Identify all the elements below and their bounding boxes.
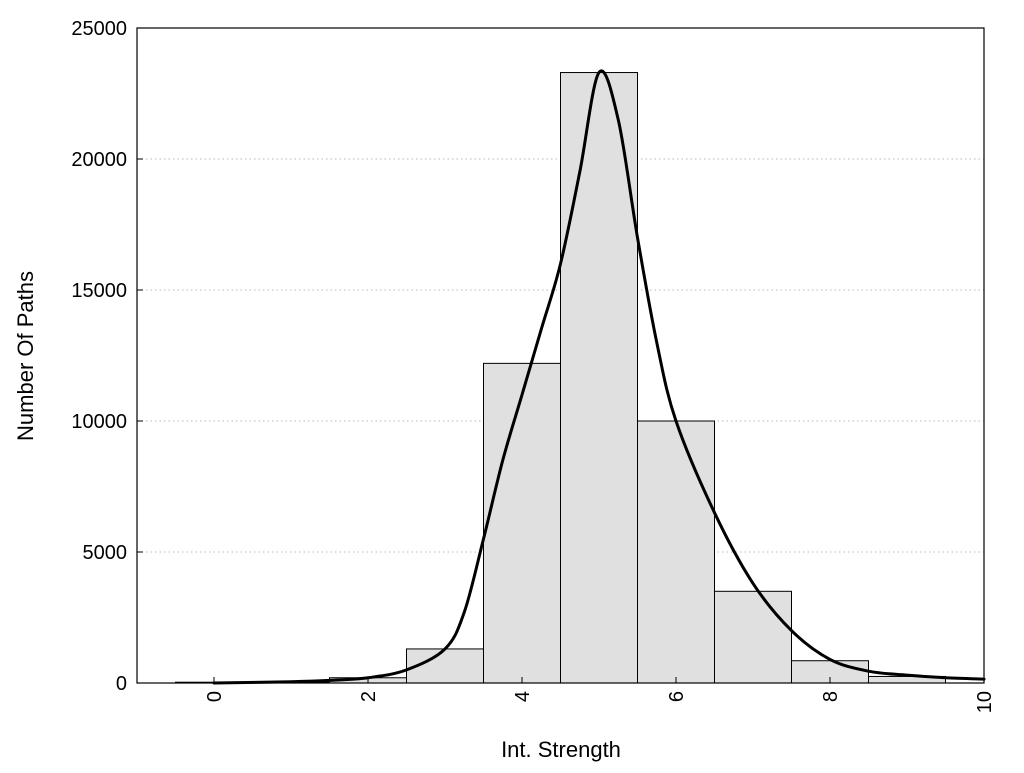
x-tick-label: 4 xyxy=(512,691,534,702)
y-axis-title: Number Of Paths xyxy=(13,271,38,441)
y-tick-label: 15000 xyxy=(71,280,127,302)
y-ticks: 0 5000 10000 15000 20000 25000 xyxy=(71,18,143,695)
bars-layer xyxy=(175,72,946,684)
y-tick-label: 20000 xyxy=(71,149,127,171)
x-ticks: 0 2 4 6 8 10 xyxy=(204,677,996,713)
x-tick-label: 6 xyxy=(666,691,688,702)
y-tick-label: 0 xyxy=(116,673,127,695)
histogram-bar xyxy=(483,362,561,684)
x-tick-label: 10 xyxy=(974,691,996,713)
y-tick-label: 5000 xyxy=(83,542,128,564)
histogram-bar xyxy=(637,420,715,684)
x-tick-label: 8 xyxy=(820,691,842,702)
fit-curve-line xyxy=(212,69,986,685)
x-tick-label: 2 xyxy=(358,691,380,702)
y-tick-label: 10000 xyxy=(71,411,127,433)
x-tick-label: 0 xyxy=(204,691,226,702)
y-tick-label: 25000 xyxy=(71,18,127,40)
curve-layer xyxy=(212,69,986,685)
histogram-bar xyxy=(714,590,792,684)
plot-frame xyxy=(136,27,985,684)
histogram-bar xyxy=(560,72,638,684)
x-axis-title: Int. Strength xyxy=(501,737,621,762)
